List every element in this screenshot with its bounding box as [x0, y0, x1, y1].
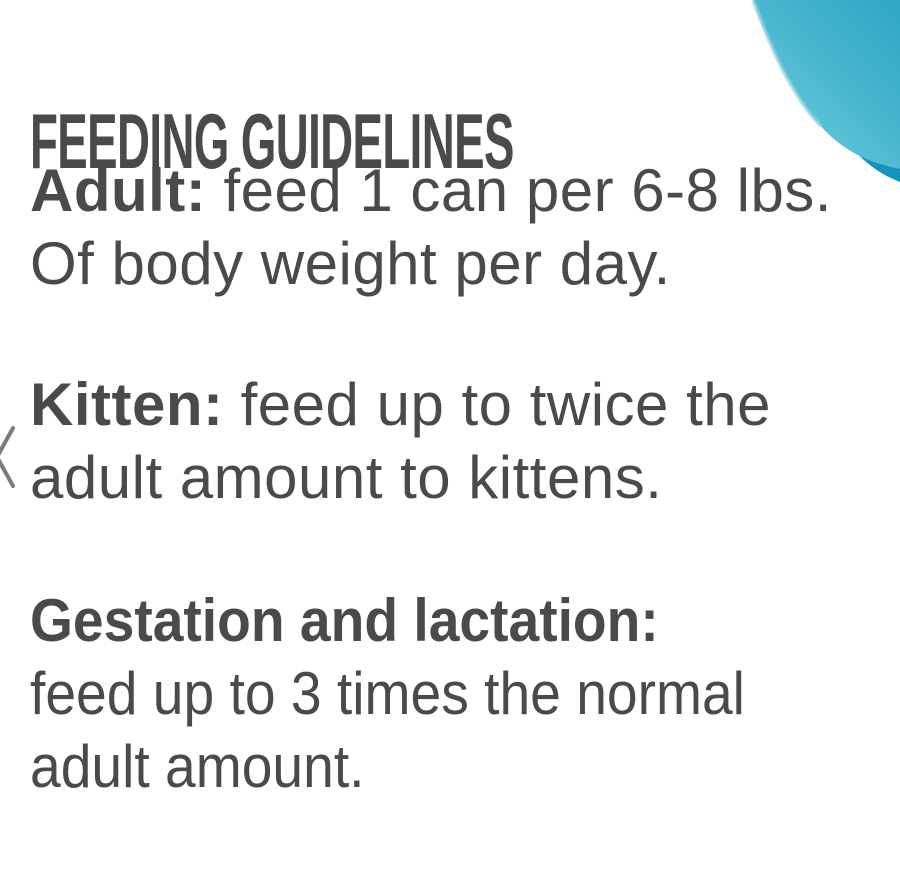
guideline-gestation-line-2: adult amount. [30, 733, 365, 800]
guideline-kitten: Kitten: feed up to twice the adult amoun… [30, 368, 771, 514]
guideline-adult-line-2: Of body weight per day. [30, 230, 671, 297]
guideline-adult-line-1: feed 1 can per 6-8 lbs. [223, 157, 832, 224]
swoosh-edge-highlight [752, 0, 822, 127]
guideline-kitten-label: Kitten: [30, 371, 224, 438]
guideline-adult-label: Adult: [30, 157, 207, 224]
guideline-gestation-label: Gestation and lactation: [30, 587, 659, 654]
guideline-gestation-line-1: feed up to 3 times the normal [30, 660, 745, 727]
swoosh-main [753, 0, 900, 169]
guideline-gestation: Gestation and lactation: feed up to 3 ti… [30, 584, 807, 803]
page-title: FEEDING GUIDELINES [30, 97, 514, 186]
guideline-adult: Adult: feed 1 can per 6-8 lbs. Of body w… [30, 154, 832, 300]
guideline-kitten-line-1: feed up to twice the [240, 371, 771, 438]
chevron-left-icon [0, 426, 15, 488]
carousel-prev-button[interactable] [0, 422, 16, 492]
guideline-kitten-line-2: adult amount to kittens. [30, 444, 663, 511]
